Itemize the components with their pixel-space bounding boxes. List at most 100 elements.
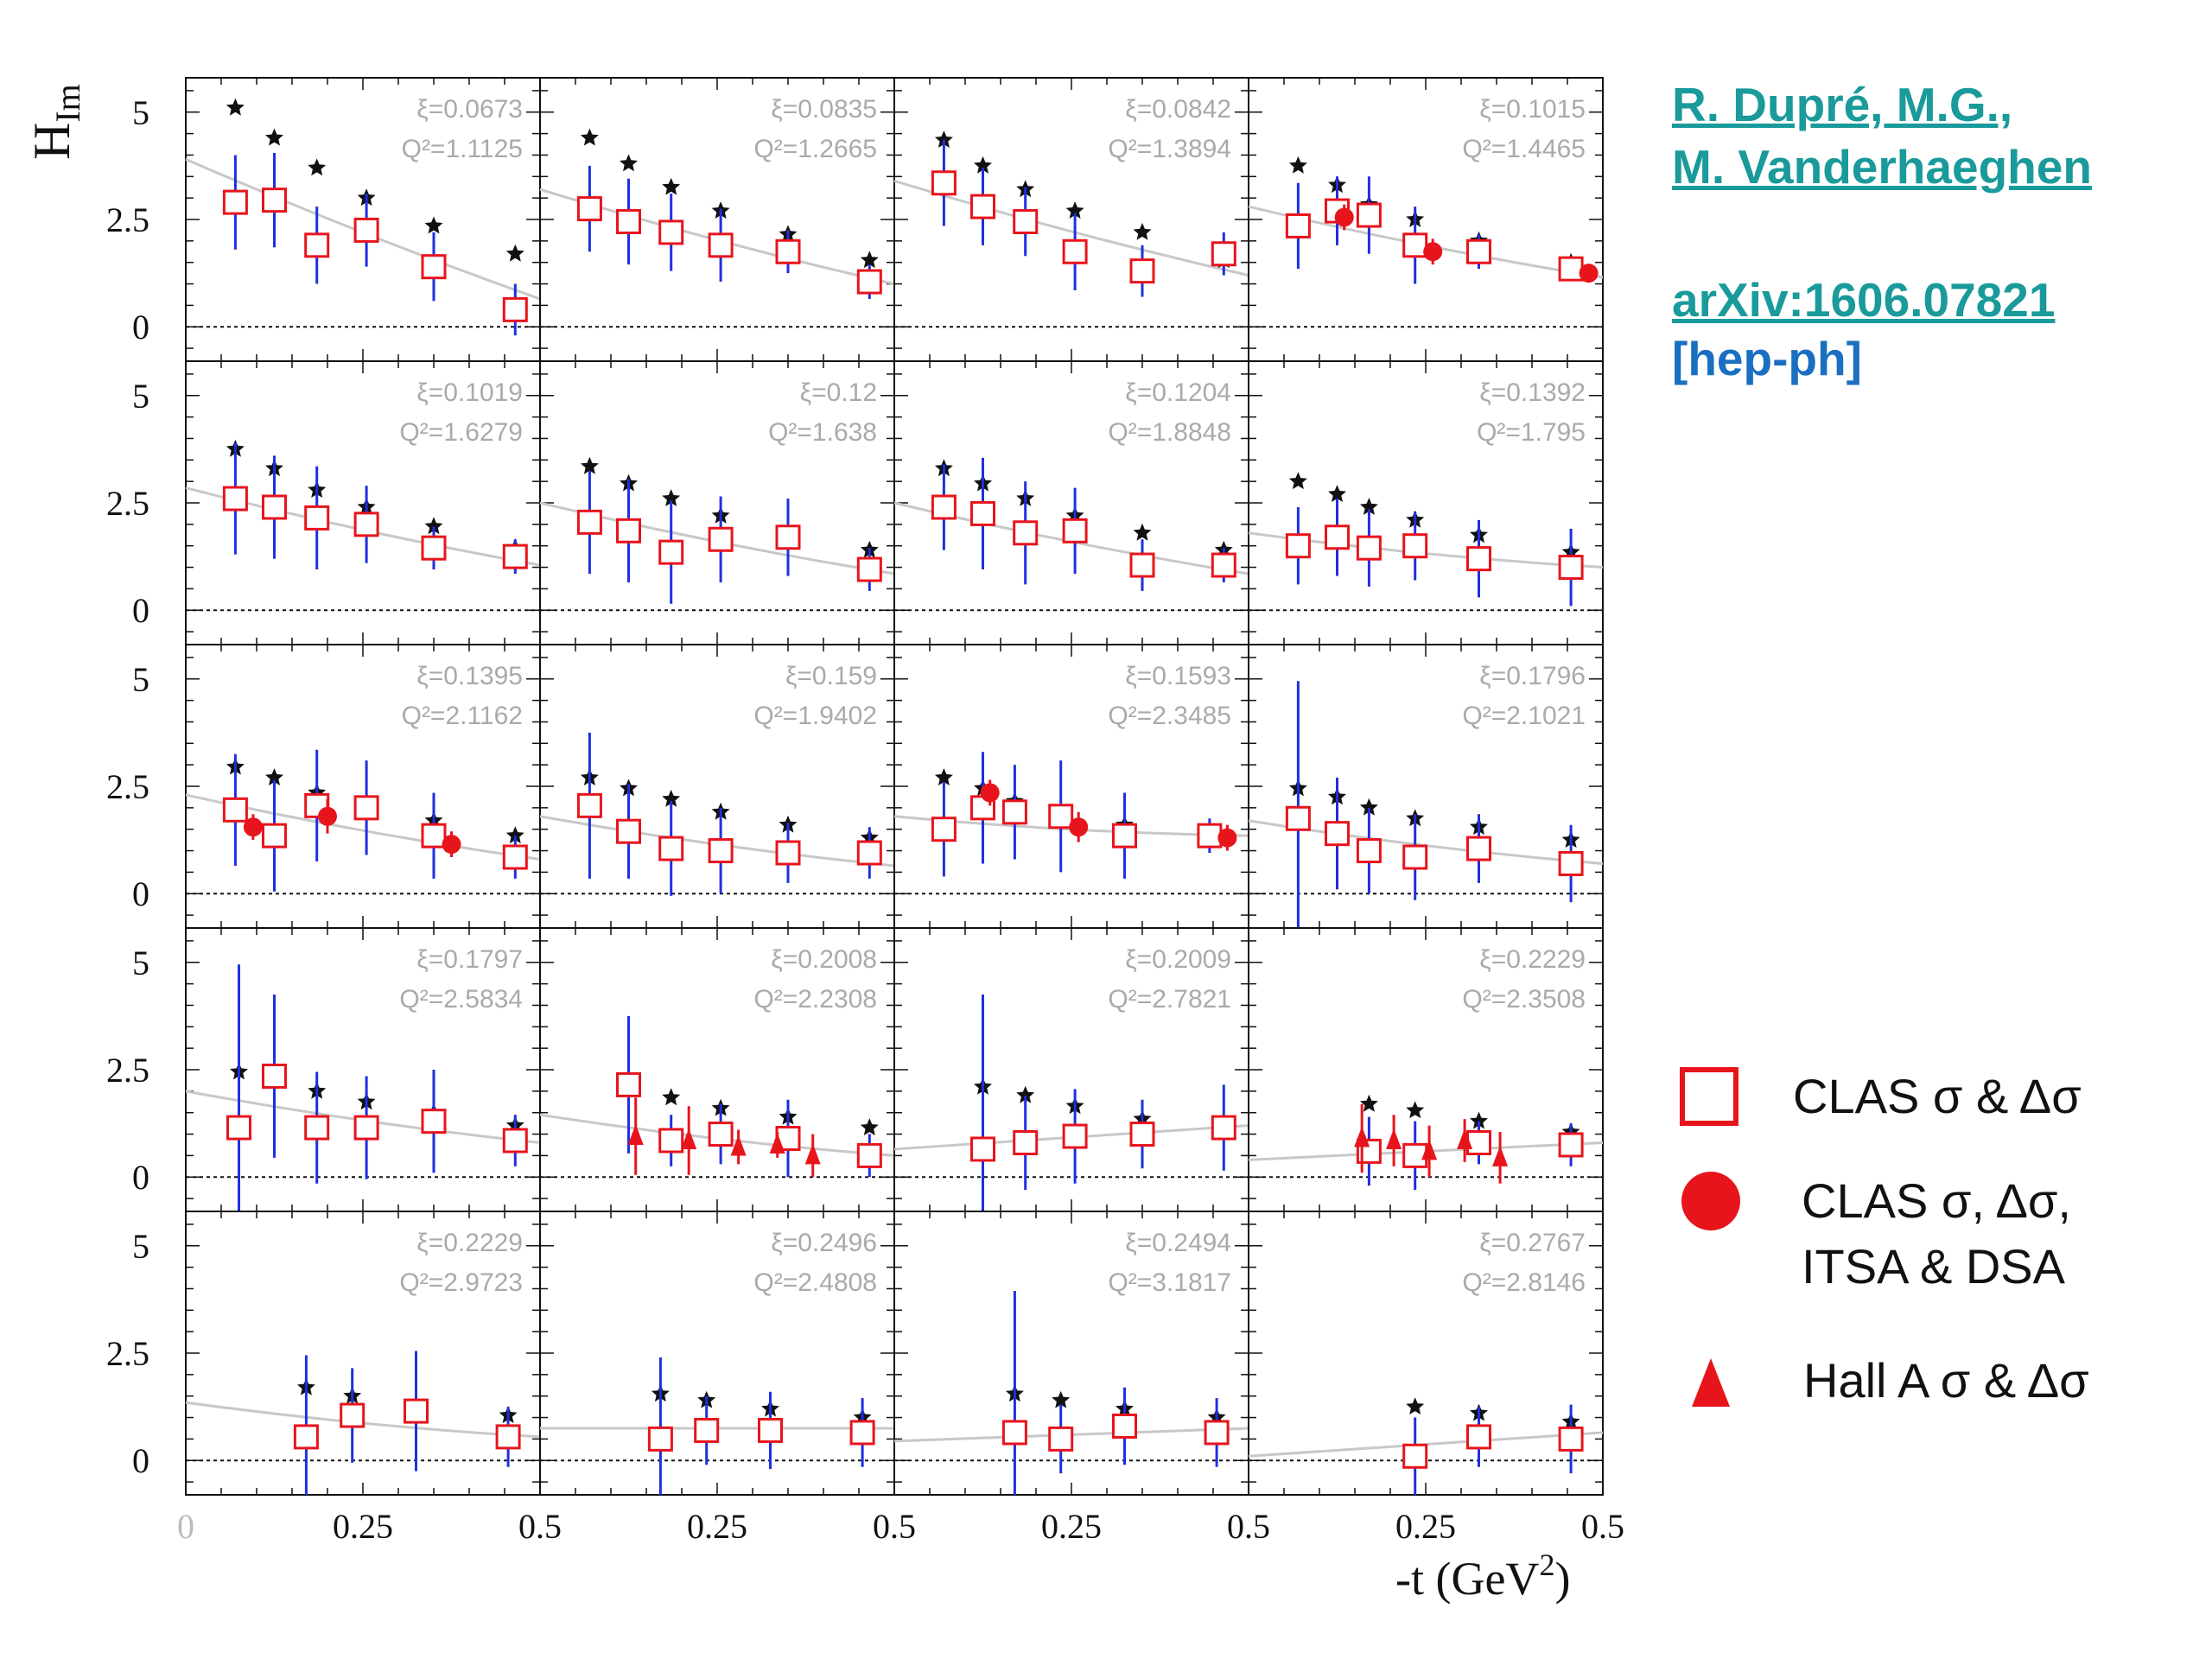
clas-square-point: [1211, 552, 1236, 578]
clas-square-point: [1013, 1129, 1039, 1155]
clas-circle-point: [1579, 264, 1599, 283]
y-tick-label: 5: [132, 93, 149, 132]
clas-square-point: [1013, 520, 1039, 546]
clas-square-point: [502, 543, 528, 569]
model-star: [1359, 798, 1378, 816]
clas-square-point: [775, 238, 801, 264]
xi-label: ξ=0.1015: [1479, 95, 1586, 124]
authors-line2-link[interactable]: M. Vanderhaeghen: [1672, 140, 2092, 194]
clas-square-point: [849, 1420, 875, 1446]
model-star: [308, 158, 327, 176]
clas-square-point: [353, 217, 379, 243]
q2-label: Q²=2.9723: [399, 1268, 523, 1297]
clas-square-point: [616, 818, 641, 844]
clas-square-point: [421, 1109, 447, 1135]
y-tick-label: 5: [132, 660, 149, 699]
panel-15: ξ=0.2009 Q²=2.7821: [893, 927, 1249, 1212]
clas-square-point: [1112, 1413, 1137, 1439]
y-tick-label: 5: [132, 1227, 149, 1266]
xi-label: ξ=0.2767: [1479, 1229, 1586, 1257]
clas-square-point: [353, 512, 379, 537]
clas-square-point: [1356, 535, 1382, 561]
panel-frame: [1248, 644, 1604, 929]
panel-20: ξ=0.2767 Q²=2.8146: [1248, 1211, 1604, 1496]
clas-square-point: [1466, 238, 1491, 264]
halla-triangle-point: [1386, 1128, 1402, 1149]
clas-square-point: [1356, 838, 1382, 864]
q2-label: Q²=2.2308: [753, 985, 877, 1014]
clas-square-point: [262, 188, 287, 213]
clas-square-point: [708, 526, 734, 552]
clas-square-point: [1325, 821, 1350, 847]
panel-12: ξ=0.1796 Q²=2.1021: [1248, 644, 1604, 929]
halla-triangle-point: [769, 1132, 785, 1154]
clas-square-point: [222, 189, 248, 215]
panel-frame: [893, 77, 1249, 362]
model-star: [662, 489, 681, 506]
clas-circle-point: [318, 806, 337, 826]
clas-square-point: [658, 836, 684, 861]
model-star: [1470, 1111, 1488, 1129]
y-tick-label: 5: [132, 377, 149, 416]
xi-label: ξ=0.12: [800, 378, 877, 407]
clas-square-point: [1402, 844, 1428, 870]
x-tick-label: 0.25: [687, 1507, 747, 1546]
y-tick-label: 0: [132, 874, 149, 913]
clas-square-point: [1466, 1424, 1491, 1450]
model-star: [860, 251, 879, 269]
halla-triangle-point: [1354, 1126, 1370, 1147]
clas-square-point: [404, 1398, 429, 1424]
clas-square-point: [222, 797, 248, 823]
clas-square-point: [1211, 241, 1236, 267]
panel-14: ξ=0.2008 Q²=2.2308: [539, 927, 895, 1212]
clas-square-point: [708, 232, 734, 258]
model-star: [265, 128, 283, 146]
clas-square-point: [1013, 208, 1039, 234]
model-star: [1133, 222, 1152, 240]
clas-square-point: [658, 1128, 684, 1154]
model-star: [1052, 1390, 1071, 1408]
panel-19: ξ=0.2494 Q²=3.1817: [893, 1211, 1249, 1496]
xi-label: ξ=0.0673: [416, 95, 523, 124]
halla-triangle-point: [730, 1135, 747, 1156]
legend-circle-marker: [1681, 1172, 1740, 1230]
arxiv-link[interactable]: arXiv:1606.07821: [1672, 273, 2056, 327]
xi-label: ξ=0.1019: [416, 378, 523, 407]
clas-square-point: [970, 500, 995, 526]
xi-label: ξ=0.0842: [1125, 95, 1231, 124]
clas-square-point: [222, 486, 248, 512]
clas-square-point: [262, 1063, 287, 1089]
xi-label: ξ=0.2229: [416, 1229, 523, 1257]
model-star: [226, 98, 245, 116]
clas-square-point: [1062, 238, 1088, 264]
x-tick-label: 0.5: [873, 1507, 916, 1546]
halla-triangle-point: [681, 1128, 697, 1149]
clas-square-point: [1204, 1420, 1230, 1446]
clas-circle-point: [442, 835, 461, 855]
y-tick-label: 0: [132, 308, 149, 346]
clas-square-point: [647, 1426, 673, 1452]
clas-square-point: [616, 1071, 641, 1097]
x-tick-label: 0: [177, 1507, 194, 1546]
clas-square-point: [1129, 258, 1155, 284]
q2-label: Q²=1.795: [1477, 418, 1586, 447]
halla-triangle-point: [804, 1143, 821, 1165]
panel-frame: [539, 644, 895, 929]
model-star: [1288, 472, 1307, 490]
clas-square-point: [1558, 1426, 1584, 1452]
authors-line1-link[interactable]: R. Dupré, M.G.,: [1672, 78, 2013, 131]
model-star: [1133, 523, 1152, 541]
panel-frame: [185, 1211, 541, 1496]
clas-square-point: [353, 795, 379, 821]
y-tick-label: 2.5: [106, 1051, 149, 1090]
model-star: [424, 216, 443, 234]
panel-8: ξ=0.1392 Q²=1.795: [1248, 360, 1604, 645]
xi-label: ξ=0.1797: [416, 945, 523, 974]
clas-square-point: [262, 494, 287, 520]
clas-square-point: [293, 1424, 319, 1450]
clas-square-point: [856, 1142, 882, 1168]
clas-square-point: [1466, 546, 1491, 572]
xi-label: ξ=0.2496: [771, 1229, 877, 1257]
clas-square-point: [262, 823, 287, 849]
